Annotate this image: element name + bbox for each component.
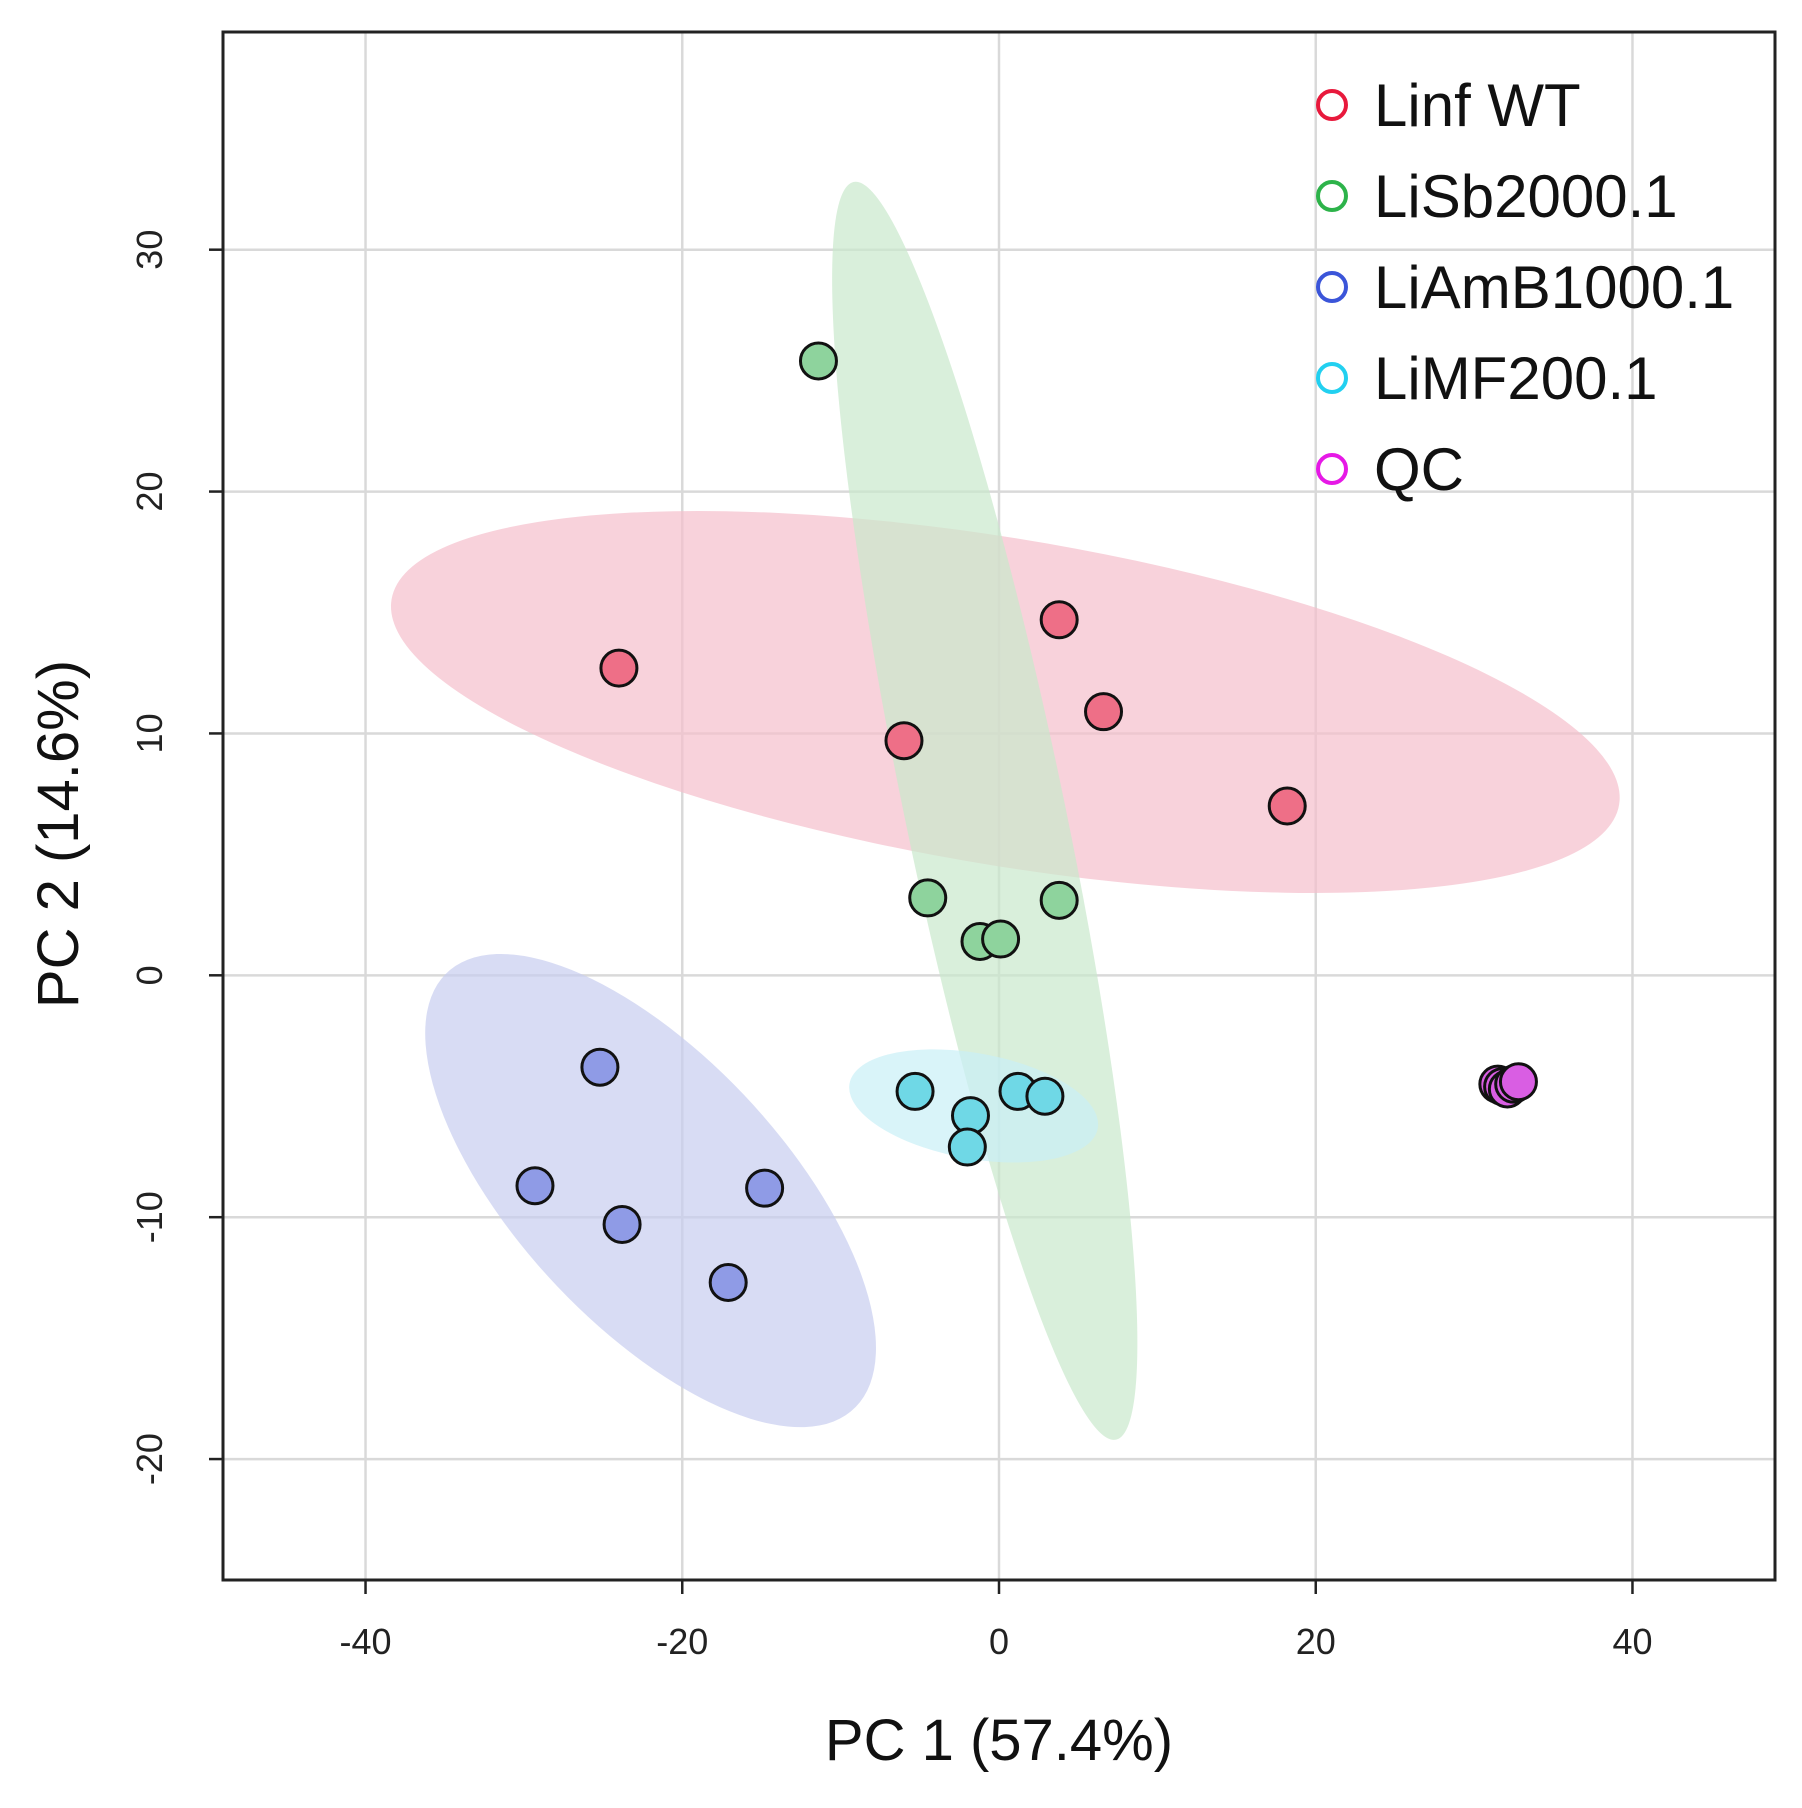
point-lisb2000-1: [798, 341, 838, 381]
x-tick-label: -40: [340, 1621, 392, 1662]
point-linf-wt: [1267, 786, 1307, 826]
y-tick-label: 0: [129, 965, 170, 985]
x-tick-label: 20: [1296, 1621, 1336, 1662]
legend-label: Linf WT: [1374, 72, 1581, 139]
x-axis: -40 -20 0 20 40: [340, 1580, 1652, 1662]
legend-item-limf200-1: LiMF200.1: [1316, 345, 1657, 412]
legend-label: LiAmB1000.1: [1374, 254, 1734, 321]
x-axis-label: PC 1 (57.4%): [825, 1708, 1173, 1773]
legend: Linf WT LiSb2000.1 LiAmB1000.1 LiMF200.1 QC: [1316, 72, 1734, 503]
point-linf-wt: [884, 721, 924, 761]
legend-label: LiSb2000.1: [1374, 163, 1678, 230]
y-axis: -20 -10 0 10 20 30: [129, 230, 223, 1485]
y-axis-label: PC 2 (14.6%): [26, 660, 91, 1008]
y-tick-label: 30: [129, 230, 170, 270]
x-tick-label: 0: [989, 1621, 1009, 1662]
ellipse-liamb1000-1: [425, 953, 876, 1428]
point-lisb2000-1: [981, 919, 1021, 959]
legend-marker: [1316, 362, 1348, 394]
point-limf200-1: [947, 1127, 987, 1167]
point-linf-wt: [1084, 692, 1124, 732]
confidence-ellipses: [390, 181, 1620, 1440]
point-liamb1000-1: [602, 1204, 642, 1244]
y-tick-label: 10: [129, 713, 170, 753]
legend-label: LiMF200.1: [1374, 345, 1657, 412]
legend-marker: [1316, 180, 1348, 212]
point-lisb2000-1: [1039, 880, 1079, 920]
point-limf200-1: [1025, 1076, 1065, 1116]
data-points: [515, 341, 1538, 1302]
legend-item-lisb2000-1: LiSb2000.1: [1316, 163, 1678, 230]
point-liamb1000-1: [515, 1166, 555, 1206]
point-liamb1000-1: [745, 1168, 785, 1208]
point-linf-wt: [599, 648, 639, 688]
legend-marker: [1316, 89, 1348, 121]
point-liamb1000-1: [708, 1262, 748, 1302]
x-tick-label: 40: [1612, 1621, 1652, 1662]
legend-marker: [1316, 453, 1348, 485]
point-limf200-1: [895, 1071, 935, 1111]
legend-item-liamb1000-1: LiAmB1000.1: [1316, 254, 1734, 321]
point-liamb1000-1: [580, 1047, 620, 1087]
y-tick-label: -20: [129, 1433, 170, 1485]
point-lisb2000-1: [908, 878, 948, 918]
legend-marker: [1316, 271, 1348, 303]
legend-label: QC: [1374, 436, 1464, 503]
y-tick-label: 20: [129, 472, 170, 512]
legend-item-linf-wt: Linf WT: [1316, 72, 1581, 139]
legend-item-qc: QC: [1316, 436, 1464, 503]
point-qc: [1498, 1062, 1538, 1102]
y-tick-label: -10: [129, 1191, 170, 1243]
x-tick-label: -20: [656, 1621, 708, 1662]
point-linf-wt: [1039, 600, 1079, 640]
ellipse-group-liamb1000-1: [425, 953, 876, 1428]
